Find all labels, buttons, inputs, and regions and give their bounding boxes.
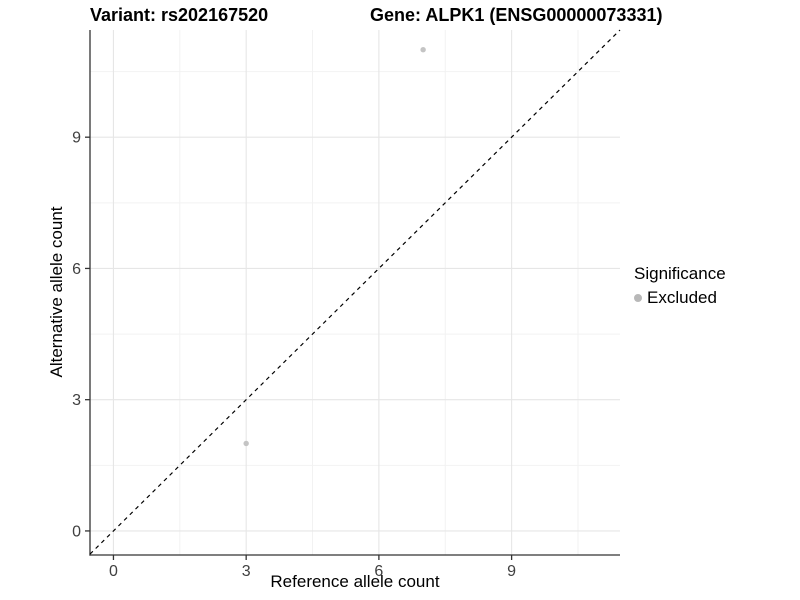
x-tick-label: 6 <box>374 563 383 580</box>
legend: Significance Excluded <box>634 264 726 308</box>
y-tick-label: 0 <box>72 523 81 540</box>
plot-title-gene: Gene: ALPK1 (ENSG00000073331) <box>370 5 663 25</box>
data-point <box>243 440 249 447</box>
legend-title: Significance <box>634 264 726 283</box>
identity-line <box>89 29 621 555</box>
legend-entry-excluded: Excluded <box>634 288 726 308</box>
plot-title-variant: Variant: rs202167520 <box>90 5 269 25</box>
x-axis-title: Reference allele count <box>270 572 440 591</box>
y-tick-label: 9 <box>72 130 81 147</box>
x-tick-label: 3 <box>242 563 251 580</box>
y-axis-title: Alternative allele count <box>47 206 66 378</box>
legend-entry-label: Excluded <box>647 288 717 307</box>
data-point <box>420 46 426 53</box>
y-tick-label: 6 <box>72 261 81 278</box>
x-tick-label: 9 <box>507 563 516 580</box>
legend-point-icon <box>634 294 642 302</box>
y-tick-label: 3 <box>72 392 81 409</box>
x-tick-label: 0 <box>109 563 118 580</box>
